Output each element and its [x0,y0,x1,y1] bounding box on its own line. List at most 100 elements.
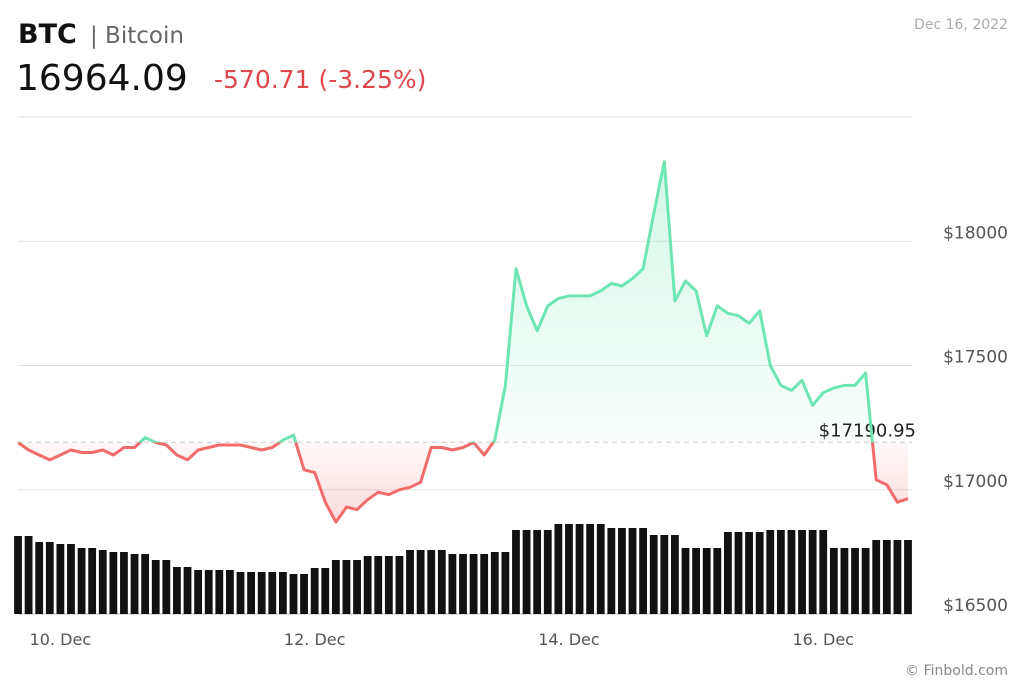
volume-bar [353,560,361,614]
volume-bar [363,556,372,614]
volume-bar [533,530,542,614]
volume-bar [681,548,690,614]
volume-bar [109,552,118,614]
y-tick-label: $17500 [943,348,1008,368]
volume-bar [512,530,520,614]
volume-bar [808,530,817,614]
symbol: BTC [18,19,77,50]
volume-bar [448,554,457,614]
volume-bar [88,548,97,614]
volume-bar [829,548,838,614]
volume-bar [374,556,383,614]
volume-bar [872,540,881,614]
volume-bar [713,548,722,614]
volume-bar [755,532,764,614]
volume-bar [543,530,552,614]
volume-bar [554,524,563,614]
volume-bar [565,524,573,614]
volume-bar [851,548,859,614]
volume-bar [226,570,234,614]
volume-bar [45,542,54,614]
volume-bar [67,544,75,614]
volume-bar [861,548,870,614]
volume-bar [586,524,595,614]
volume-bar [300,574,308,614]
volume-bar [649,535,658,614]
volume-bar [194,570,203,614]
volume-bar [787,530,796,614]
volume-bar [459,554,467,614]
y-tick-label: $17000 [943,472,1008,492]
volume-bar [24,536,33,614]
date: Dec 16, 2022 [914,17,1008,33]
volume-bar [162,560,171,614]
price-line [17,160,909,524]
volume-bar [776,530,785,614]
volume-bar [342,560,351,614]
volume-bar [501,552,510,614]
volume-bar [130,554,139,614]
volume-bar [766,530,775,614]
volume-bar [904,540,912,614]
price-area [18,161,908,523]
volume-bar [406,550,414,614]
coin-name: | Bitcoin [90,23,184,49]
volume-bar [671,535,679,614]
volume-bar [437,550,446,614]
volume-bar [98,550,107,614]
volume-bar [384,556,393,614]
volume-bar [35,542,44,614]
volume-bar [702,548,711,614]
volume-bar [289,574,298,614]
volume-bar [56,544,65,614]
volume-bar [257,572,266,614]
volume-bar [522,530,531,614]
volume-bar [840,548,849,614]
x-tick-label: 14. Dec [538,630,600,649]
volume-bar [310,568,319,614]
volume-bar [395,556,404,614]
volume-bar [14,536,22,614]
volume-bar [723,532,732,614]
volume-bar [416,550,425,614]
volume-bar [77,548,86,614]
volume-bar [480,554,489,614]
x-tick-label: 10. Dec [30,630,92,649]
volume-bar [183,567,192,614]
volume-bar [575,524,584,614]
volume-bar [268,572,277,614]
volume-bar [236,572,245,614]
volume-bar [819,530,828,614]
volume-bar [215,570,224,614]
volume-bar [321,568,330,614]
price-change: -570.71 (-3.25%) [214,65,426,94]
volume-bar [639,528,648,614]
x-tick-label: 12. Dec [284,630,346,649]
volume-bar [151,560,160,614]
baseline-label: $17190.95 [819,420,916,441]
volume-bar [692,548,700,614]
volume-bar [882,540,891,614]
volume-bar [141,554,150,614]
volume-bar [798,530,806,614]
volume-bar [173,567,181,614]
volume-bar [734,532,743,614]
volume-bar [660,535,669,614]
volume-bar [596,524,605,614]
volume-bar [628,528,637,614]
x-tick-label: 16. Dec [792,630,854,649]
volume-bar [745,532,753,614]
y-tick-label: $18000 [943,223,1008,243]
volume-bar [331,560,340,614]
volume-bar [469,554,478,614]
volume-bar [618,528,626,614]
volume-bar [893,540,902,614]
volume-bar [278,572,287,614]
volume-bar [490,552,499,614]
price: 16964.09 [16,58,188,99]
volume-bar [247,572,255,614]
y-tick-label: $16500 [943,596,1008,616]
volume-bar [204,570,213,614]
volume-bar [607,528,616,614]
